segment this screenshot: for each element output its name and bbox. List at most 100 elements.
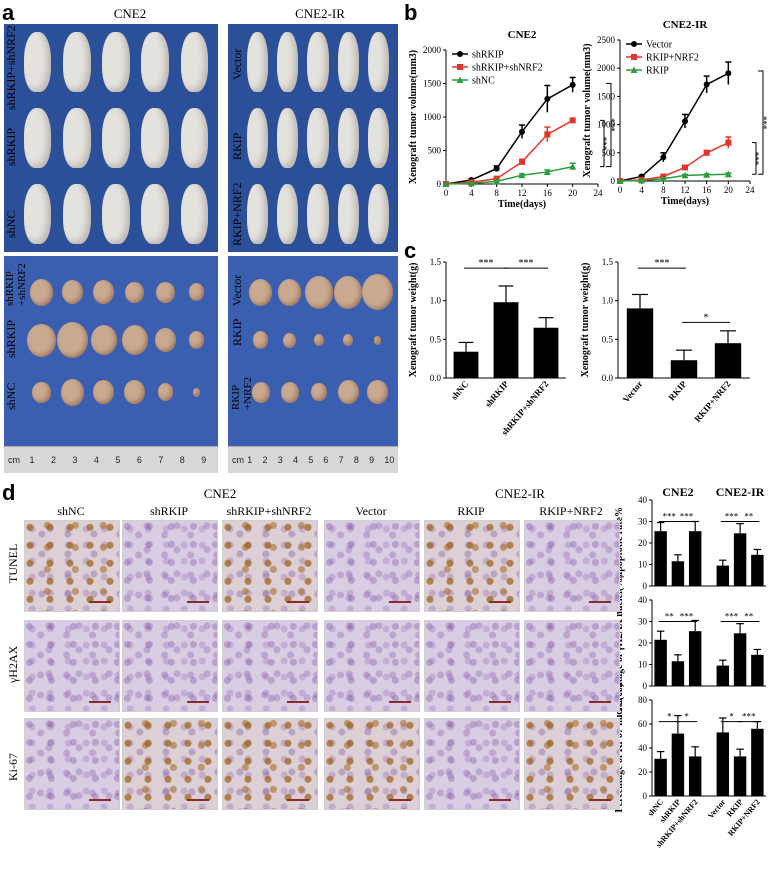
d-apoptotic-bar-5 [751, 554, 764, 586]
micrograph-r1-c5 [524, 620, 620, 712]
b-right-title: CNE2-IR [663, 19, 709, 31]
b-right-annot-0: *** [762, 115, 772, 129]
c-left-ytick-label: 1.0 [430, 296, 442, 306]
c-right-ytick-label: 1.0 [602, 296, 614, 306]
mouse-cne2ir-r0-c2 [307, 32, 329, 92]
ruler-label: 5 [115, 455, 121, 465]
b-right-series-2-point [703, 171, 711, 178]
b-left-annot-1: *** [602, 136, 612, 150]
d-ki67-annot-2: * [729, 712, 734, 722]
d-ki67-bar-3 [716, 732, 730, 796]
b-left-xtick-label: 4 [469, 188, 474, 198]
tumor-cne2-r2-c5 [192, 387, 201, 397]
mouse-cne2ir-r1-c4 [368, 108, 390, 168]
ruler-label: 10 [384, 455, 395, 465]
b-right-series-0-point [725, 70, 732, 77]
mouse-cne2-r1-c1 [63, 108, 91, 168]
b-left-series-0-line [445, 84, 574, 185]
d-apoptotic-ytick-label: 10 [638, 560, 648, 570]
scale-bar [187, 601, 209, 603]
b-right-series-2-point [638, 176, 646, 184]
mouse-cne2-r0-c2 [102, 32, 130, 92]
d-ki67-bar-1 [671, 733, 685, 796]
b-left-xtick-label: 0 [444, 188, 449, 198]
b-right-legend-marker-2 [630, 66, 638, 73]
b-left-bracket-outer [606, 82, 612, 168]
mouse-cne2ir-r2-c2 [307, 184, 329, 244]
b-left-xtick-label: 16 [543, 188, 553, 198]
mouse-cne2-r1-c3 [141, 108, 169, 168]
tumor-cne2-r0-c0 [29, 278, 54, 306]
b-left-series-2-point [569, 163, 577, 170]
tumor-cne2ir-r1-c0 [252, 331, 269, 349]
d-h2ax-ytick-label: 30 [638, 617, 648, 627]
d-ki67-ytick-label: 80 [638, 695, 648, 705]
tumor-cne2-r0-c2 [93, 280, 114, 304]
c-right-ytick-label: 0.5 [602, 334, 614, 344]
b-right-xtick-label: 20 [724, 185, 734, 195]
d-ki67-ytick-label: 0 [643, 791, 648, 801]
panel-d-group1-title: CNE2 [203, 486, 237, 501]
c-right-bar-1 [670, 360, 698, 378]
tumor-cne2-r2-c0 [32, 381, 51, 403]
c-right-annot-0: *** [655, 258, 670, 269]
c-right-ytick-label: 0.0 [602, 373, 614, 383]
b-right-ytick-label: 500 [602, 148, 616, 158]
b-left-legend-label-1: shRKIP+shNRF2 [472, 63, 543, 74]
ruler-label: 6 [323, 455, 329, 465]
ruler-label: 3 [72, 455, 78, 465]
mouse-cne2ir-r1-c2 [307, 108, 329, 168]
d-h2ax-bar-2 [688, 631, 702, 686]
b-right-series-2-point [681, 171, 689, 179]
ruler-left: cm 1 2 3 4 5 6 7 8 9 [4, 446, 218, 473]
scale-bar [187, 799, 209, 801]
scale-bar [489, 799, 511, 801]
micro-col-label-0: shNC [57, 504, 85, 518]
b-left-ytick-label: 500 [428, 146, 442, 156]
b-left-bracket-inner [600, 119, 605, 168]
b-right-ytick-label: 2500 [597, 35, 616, 45]
scale-bar [187, 701, 209, 703]
d-apoptotic-annot-1: *** [680, 512, 694, 522]
d-h2ax-annot-0: ** [665, 612, 675, 622]
d-apoptotic-bar-1 [671, 561, 685, 586]
micrograph-r0-c3 [324, 520, 420, 612]
d-h2ax-ytick-label: 0 [643, 681, 648, 691]
ruler-label: 7 [338, 455, 344, 465]
tumor-cne2-r0-c3 [125, 281, 144, 303]
b-right-xtick-label: 12 [681, 185, 690, 195]
ruler-label: 4 [93, 455, 99, 465]
b-right-series-1-point [703, 149, 710, 156]
d-h2ax-bar-5 [751, 654, 764, 686]
d-ki67-ytick-label: 40 [638, 743, 648, 753]
micrograph-r1-c0 [24, 620, 120, 712]
micrograph-r0-c5 [524, 520, 620, 612]
scale-bar [589, 701, 611, 703]
d-apoptotic-ytick-label: 30 [638, 517, 648, 527]
b-left-ytick-label: 0 [437, 179, 442, 189]
ruler-label: 1 [247, 455, 253, 465]
c-left-annot-1: *** [519, 258, 534, 269]
b-left-series-2-point [467, 179, 475, 187]
micrograph-r0-c1 [122, 520, 218, 612]
b-left-legend-label-0: shRKIP [472, 50, 504, 61]
b-left-series-1-point [544, 131, 551, 138]
micrograph-r2-c3 [324, 718, 420, 810]
b-left-legend-label-2: shNC [472, 76, 495, 87]
b-right-ytick-label: 0 [611, 176, 616, 186]
scale-bar [389, 799, 411, 801]
tumor-cne2-r2-c4 [157, 383, 174, 401]
mouse-cne2-r2-c2 [102, 184, 130, 244]
c-left-xtick-label-0: shNC [449, 379, 470, 402]
ruler-label: 8 [179, 455, 185, 465]
b-right-ytick-label: 1000 [597, 120, 616, 130]
d-apoptotic-bar-2 [688, 531, 702, 586]
scale-bar [89, 799, 111, 801]
panel-d-label: d [2, 480, 16, 505]
ruler-label: 1 [29, 455, 35, 465]
c-left-bar-2 [533, 327, 559, 378]
tumor-cne2ir-r1-c3 [343, 334, 354, 346]
b-right-series-2-point [724, 170, 732, 178]
b-right-legend-marker-1 [631, 54, 637, 60]
b-right-series-1-point [682, 164, 688, 171]
